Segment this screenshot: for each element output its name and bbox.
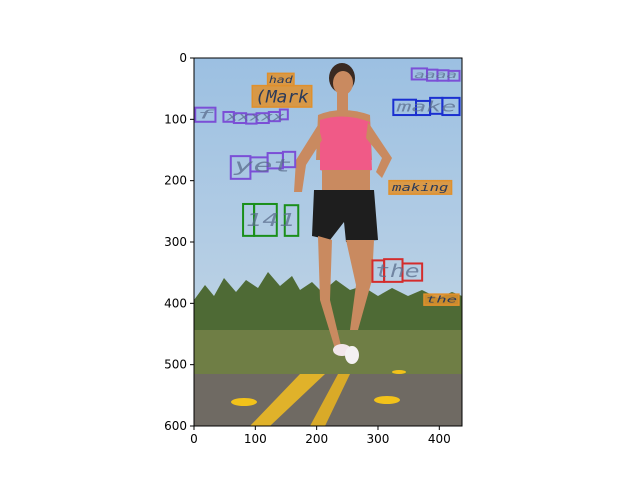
word-annotation: 141	[242, 202, 300, 237]
char-box	[283, 204, 300, 237]
shorts	[312, 190, 378, 242]
word-annotation: making	[388, 179, 453, 195]
word-text: the	[426, 296, 457, 306]
y-tick-label: 200	[164, 174, 187, 188]
foliage	[194, 330, 462, 380]
y-tick-label: 400	[164, 296, 187, 310]
y-tick-label: 600	[164, 419, 187, 433]
word-text: f	[196, 109, 215, 122]
word-annotation: xxxxx	[222, 108, 289, 125]
word-text: had	[269, 75, 293, 86]
x-tick-label: 100	[244, 432, 267, 446]
char-box	[194, 106, 217, 123]
char-box	[447, 69, 461, 82]
runner	[294, 63, 392, 364]
word-annotation: (Mark	[251, 84, 313, 108]
y-tick-label: 500	[164, 358, 187, 372]
word-text: yet	[232, 156, 292, 177]
char-box	[278, 108, 289, 121]
word-text: make	[395, 99, 456, 115]
word-text: 141	[246, 210, 296, 231]
word-box	[388, 179, 453, 195]
road-marker	[374, 396, 400, 404]
word-text: aaaa	[414, 70, 457, 81]
running-photo	[194, 58, 462, 426]
char-box	[281, 150, 297, 169]
word-annotation: the	[423, 293, 460, 306]
road-line	[250, 374, 325, 426]
x-tick-label: 300	[367, 432, 390, 446]
y-tick-label: 300	[164, 235, 187, 249]
word-annotation: f	[194, 106, 217, 123]
word-text: (Mark	[255, 87, 309, 107]
char-box	[253, 202, 278, 237]
char-box	[441, 96, 461, 117]
x-tick-label: 0	[190, 432, 198, 446]
word-text: xxxxx	[225, 111, 285, 124]
road-marker	[231, 398, 257, 406]
x-axis: 0 100 200 300 400	[190, 426, 451, 446]
x-tick-label: 200	[305, 432, 328, 446]
word-annotation: the	[371, 258, 424, 283]
y-axis: 0 100 200 300 400 500 600	[164, 51, 194, 433]
road-marker	[392, 370, 406, 374]
x-tick-label: 400	[428, 432, 451, 446]
word-text: the	[375, 261, 420, 282]
word-box	[423, 293, 460, 306]
annotations-layer: had(Mark aaaa make f xxxxx yet making 141 the the	[194, 67, 461, 306]
char-box	[401, 262, 424, 282]
word-annotation: aaaa	[410, 67, 461, 82]
sports-top	[320, 116, 372, 174]
word-text: making	[391, 181, 449, 194]
word-annotation: had	[266, 72, 295, 87]
road-line-2	[310, 374, 350, 426]
y-tick-label: 0	[179, 51, 187, 65]
y-tick-label: 100	[164, 112, 187, 126]
word-box	[251, 84, 313, 108]
word-annotation: make	[392, 96, 461, 117]
word-annotation: yet	[229, 150, 297, 180]
